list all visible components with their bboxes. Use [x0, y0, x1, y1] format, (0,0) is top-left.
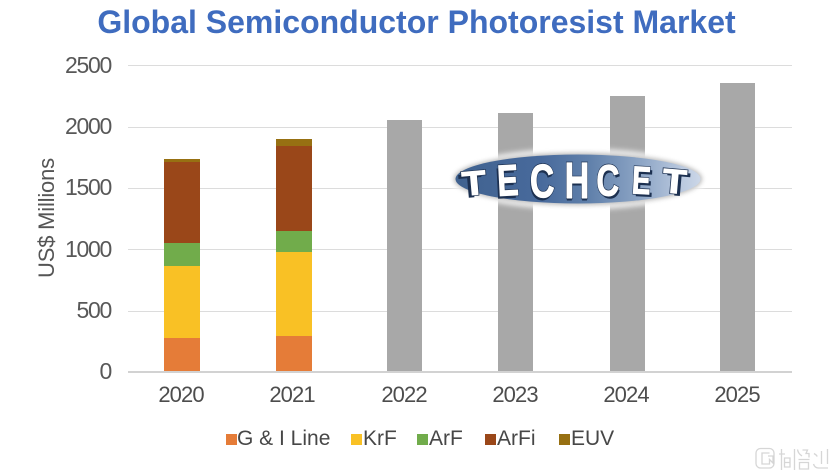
- svg-text:T: T: [457, 166, 484, 206]
- svg-text:E: E: [496, 156, 520, 206]
- svg-text:C: C: [596, 156, 620, 206]
- svg-text:E: E: [631, 159, 652, 204]
- svg-text:E: E: [496, 156, 520, 206]
- svg-text:E: E: [631, 159, 652, 204]
- svg-text:T: T: [461, 163, 488, 203]
- svg-text:T: T: [461, 163, 488, 203]
- svg-text:E: E: [494, 159, 518, 209]
- svg-text:H: H: [565, 153, 590, 209]
- svg-text:H: H: [565, 153, 590, 209]
- svg-text:C: C: [529, 154, 555, 207]
- svg-text:T: T: [664, 164, 691, 204]
- svg-text:H: H: [565, 156, 590, 212]
- svg-text:E: E: [633, 162, 654, 207]
- svg-text:T: T: [661, 161, 688, 201]
- svg-text:C: C: [596, 156, 620, 206]
- svg-text:T: T: [661, 161, 688, 201]
- svg-text:C: C: [528, 157, 554, 210]
- svg-text:C: C: [529, 154, 555, 207]
- svg-text:C: C: [597, 159, 621, 209]
